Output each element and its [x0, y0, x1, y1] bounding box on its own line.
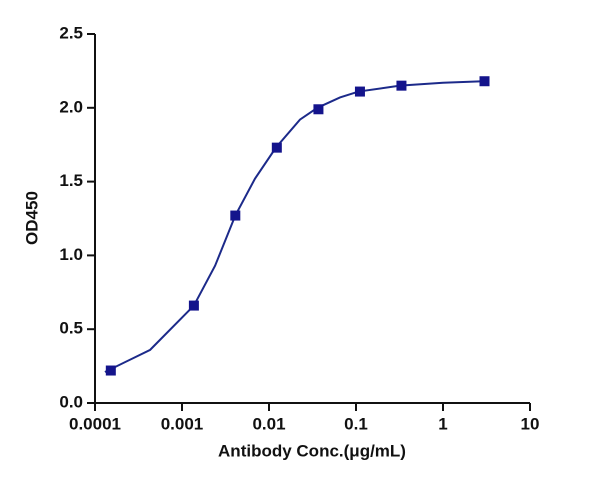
- y-axis-title: OD450: [22, 191, 41, 245]
- x-tick-label: 1: [438, 414, 447, 433]
- point: [396, 80, 407, 91]
- point: [479, 76, 490, 87]
- x-tick-label: 10: [521, 414, 540, 433]
- y-tick-label: 0.5: [59, 319, 83, 338]
- x-axis-title: Antibody Conc.(μg/mL): [218, 441, 406, 460]
- y-tick-label: 1.0: [59, 245, 83, 264]
- point: [188, 300, 199, 311]
- point: [354, 86, 365, 97]
- y-tick-label: 1.5: [59, 171, 83, 190]
- y-tick-label: 2.0: [59, 97, 83, 116]
- x-tick-label: 0.0001: [69, 414, 121, 433]
- point: [313, 104, 324, 115]
- x-tick-label: 0.1: [344, 414, 368, 433]
- x-tick-label: 0.01: [252, 414, 285, 433]
- point: [230, 210, 241, 221]
- point: [271, 142, 282, 153]
- fit-curve: [104, 80, 484, 373]
- y-tick-label: 0.0: [59, 392, 83, 411]
- point: [105, 365, 116, 376]
- x-tick-label: 0.001: [161, 414, 204, 433]
- y-tick-label: 2.5: [59, 23, 83, 42]
